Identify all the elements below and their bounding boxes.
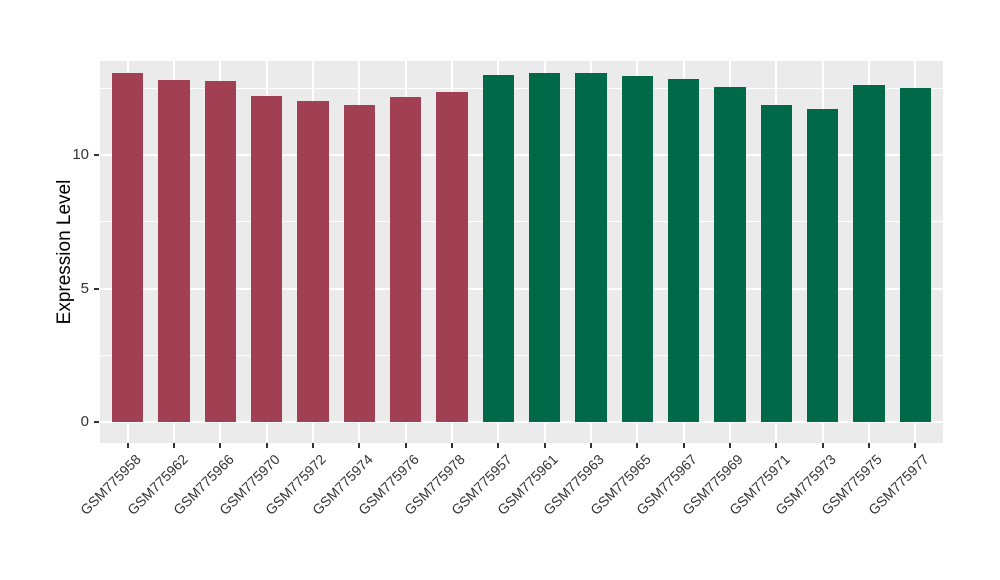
- bar: [204, 81, 237, 423]
- bar: [482, 74, 514, 423]
- x-tick-mark: [914, 443, 917, 448]
- x-tick-mark: [126, 443, 129, 448]
- gridline-major-horizontal: [100, 421, 943, 424]
- bar: [714, 86, 746, 423]
- bar: [112, 73, 144, 423]
- gridline-minor-horizontal: [100, 355, 943, 357]
- x-tick-mark: [589, 443, 592, 448]
- x-tick-mark: [173, 443, 176, 448]
- bar: [667, 78, 700, 423]
- x-tick-mark: [867, 443, 870, 448]
- bar: [529, 73, 561, 423]
- y-tick-mark: [94, 287, 99, 290]
- x-tick-mark: [682, 443, 685, 448]
- x-tick-mark: [219, 443, 222, 448]
- y-tick-mark: [94, 153, 99, 156]
- bar: [575, 73, 607, 423]
- x-tick-mark: [265, 443, 268, 448]
- x-tick-mark: [497, 443, 500, 448]
- gridline-minor-horizontal: [100, 221, 943, 223]
- y-tick-label: 5: [80, 279, 89, 297]
- y-tick-mark: [94, 421, 99, 424]
- x-tick-mark: [543, 443, 546, 448]
- y-tick-label: 10: [72, 145, 89, 163]
- plot-panel: [100, 61, 943, 443]
- bar: [343, 105, 375, 423]
- x-tick-mark: [821, 443, 824, 448]
- bar: [806, 109, 839, 423]
- bar: [390, 97, 422, 423]
- bar: [853, 85, 885, 423]
- x-tick-mark: [358, 443, 361, 448]
- x-tick-mark: [775, 443, 778, 448]
- bar: [251, 96, 283, 423]
- x-tick-mark: [404, 443, 407, 448]
- gridline-major-horizontal: [100, 153, 943, 156]
- bar: [760, 105, 792, 423]
- bar: [297, 101, 329, 423]
- x-tick-mark: [451, 443, 454, 448]
- y-axis-title: Expression Level: [54, 179, 75, 325]
- y-tick-label: 0: [80, 413, 89, 431]
- bar: [899, 88, 931, 423]
- x-tick-mark: [728, 443, 731, 448]
- gridline-minor-horizontal: [100, 87, 943, 89]
- bar: [158, 79, 190, 423]
- x-tick-mark: [312, 443, 315, 448]
- bar: [436, 92, 468, 423]
- x-tick-mark: [636, 443, 639, 448]
- gridline-major-horizontal: [100, 287, 943, 290]
- bar: [621, 75, 653, 423]
